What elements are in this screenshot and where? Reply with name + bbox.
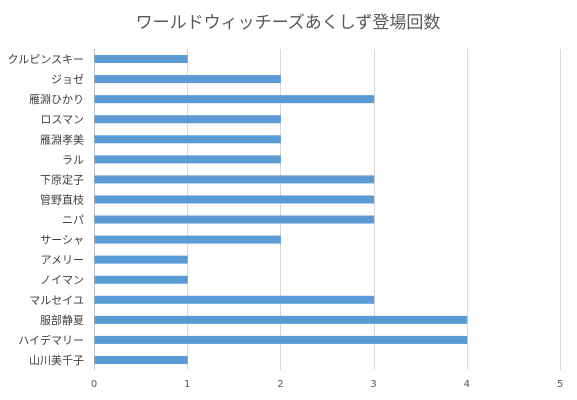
category-label: サーシャ (40, 234, 84, 247)
x-tick-label: 3 (370, 379, 376, 390)
bar (94, 215, 375, 224)
bar (94, 335, 468, 344)
bar (94, 315, 468, 324)
bar (94, 135, 281, 144)
category-label: 服部静夏 (40, 313, 84, 327)
x-tick-label: 5 (557, 379, 563, 390)
x-axis-tick-labels: 0 1 2 3 4 5 (91, 379, 563, 390)
bar (94, 295, 375, 304)
bar (94, 95, 375, 104)
category-labels: クルピンスキージョゼ雁淵ひかりロスマン雁淵孝美ラル下原定子管野直枝ニパサーシャア… (8, 53, 84, 367)
category-label: ジョゼ (51, 73, 84, 86)
bar (94, 235, 281, 244)
bar (94, 175, 375, 184)
category-label: アメリー (41, 254, 84, 267)
x-tick-label: 0 (91, 379, 97, 390)
category-label: 下原定子 (40, 172, 84, 186)
x-tick-label: 2 (277, 379, 283, 390)
bar (94, 195, 375, 204)
category-label: 山川美千子 (29, 354, 84, 367)
category-label: 管野直枝 (40, 192, 84, 206)
bar (94, 155, 281, 164)
x-tick-label: 4 (464, 379, 470, 390)
bar (94, 55, 188, 64)
bar (94, 355, 188, 364)
bar (94, 275, 188, 284)
bar (94, 255, 188, 264)
category-label: ハイデマリー (18, 333, 84, 347)
x-tick-label: 1 (184, 379, 190, 390)
category-label: マルセイユ (29, 294, 84, 307)
category-label: クルピンスキー (8, 53, 84, 66)
category-label: ニパ (62, 214, 84, 227)
bars (94, 55, 468, 364)
category-label: 雁淵孝美 (40, 133, 84, 146)
chart-title: ワールドウィッチーズあくしず登場回数 (136, 13, 441, 33)
category-label: ロスマン (40, 113, 84, 126)
bar (94, 75, 281, 84)
category-label: ノイマン (40, 274, 84, 287)
category-label: ラル (62, 153, 84, 166)
category-label: 雁淵ひかり (29, 93, 84, 106)
bar (94, 115, 281, 124)
